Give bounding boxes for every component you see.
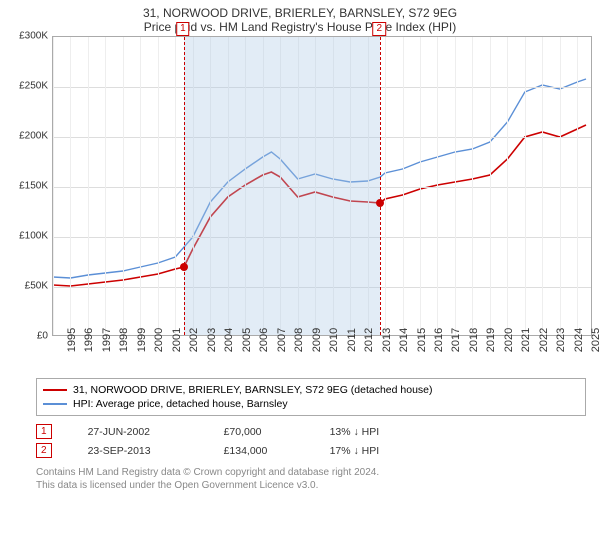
sale-marker-delta: 17% ↓ HPI xyxy=(330,445,380,457)
y-tick-label: £300K xyxy=(19,31,48,42)
legend-swatch xyxy=(43,403,67,405)
sale-point xyxy=(376,199,384,207)
y-tick-label: £150K xyxy=(19,181,48,192)
sale-marker-line xyxy=(184,37,185,335)
sale-marker-number: 1 xyxy=(176,22,190,36)
sale-marker-date: 27-JUN-2002 xyxy=(88,426,188,438)
sale-marker-delta: 13% ↓ HPI xyxy=(330,426,380,438)
x-gridline xyxy=(175,37,176,335)
x-gridline xyxy=(490,37,491,335)
x-gridline xyxy=(53,37,54,335)
sale-marker-number: 2 xyxy=(373,22,387,36)
y-tick-label: £50K xyxy=(25,281,48,292)
y-tick-label: £200K xyxy=(19,131,48,142)
x-gridline xyxy=(560,37,561,335)
sale-point xyxy=(180,263,188,271)
ownership-band xyxy=(184,37,380,335)
footer-line: Contains HM Land Registry data © Crown c… xyxy=(36,466,586,479)
x-tick-label: 2025 xyxy=(576,328,600,352)
y-tick-label: £250K xyxy=(19,81,48,92)
legend-swatch xyxy=(43,389,67,391)
sale-marker-row: 1 27-JUN-2002 £70,000 13% ↓ HPI xyxy=(36,422,586,441)
x-gridline xyxy=(455,37,456,335)
attribution-footer: Contains HM Land Registry data © Crown c… xyxy=(36,466,586,492)
legend: 31, NORWOOD DRIVE, BRIERLEY, BARNSLEY, S… xyxy=(36,378,586,416)
x-gridline xyxy=(542,37,543,335)
x-gridline xyxy=(472,37,473,335)
sale-markers-table: 1 27-JUN-2002 £70,000 13% ↓ HPI 2 23-SEP-2013… xyxy=(36,422,586,460)
x-gridline xyxy=(70,37,71,335)
chart-title-address: 31, NORWOOD DRIVE, BRIERLEY, BARNSLEY, S… xyxy=(0,0,600,20)
x-gridline xyxy=(140,37,141,335)
sale-marker-price: £70,000 xyxy=(224,426,294,438)
sale-marker-row-number: 2 xyxy=(36,443,52,458)
x-gridline xyxy=(525,37,526,335)
x-gridline xyxy=(577,37,578,335)
plot-region xyxy=(52,36,592,336)
chart-subtitle: Price paid vs. HM Land Registry's House … xyxy=(0,20,600,34)
sale-marker-line xyxy=(380,37,381,335)
sale-marker-date: 23-SEP-2013 xyxy=(88,445,188,457)
footer-line: This data is licensed under the Open Gov… xyxy=(36,479,586,492)
legend-item: HPI: Average price, detached house, Barn… xyxy=(43,397,579,411)
x-gridline xyxy=(420,37,421,335)
y-tick-label: £100K xyxy=(19,231,48,242)
y-tick-label: £0 xyxy=(37,331,48,342)
sale-marker-row: 2 23-SEP-2013 £134,000 17% ↓ HPI xyxy=(36,441,586,460)
x-gridline xyxy=(158,37,159,335)
x-gridline xyxy=(507,37,508,335)
x-gridline xyxy=(403,37,404,335)
sale-marker-row-number: 1 xyxy=(36,424,52,439)
x-gridline xyxy=(437,37,438,335)
x-gridline xyxy=(88,37,89,335)
x-gridline xyxy=(105,37,106,335)
sale-marker-price: £134,000 xyxy=(224,445,294,457)
legend-item: 31, NORWOOD DRIVE, BRIERLEY, BARNSLEY, S… xyxy=(43,383,579,397)
legend-label: 31, NORWOOD DRIVE, BRIERLEY, BARNSLEY, S… xyxy=(73,384,433,396)
chart-area: £0£50K£100K£150K£200K£250K£300K199519961… xyxy=(10,36,590,336)
legend-label: HPI: Average price, detached house, Barn… xyxy=(73,398,288,410)
x-gridline xyxy=(123,37,124,335)
x-gridline xyxy=(385,37,386,335)
